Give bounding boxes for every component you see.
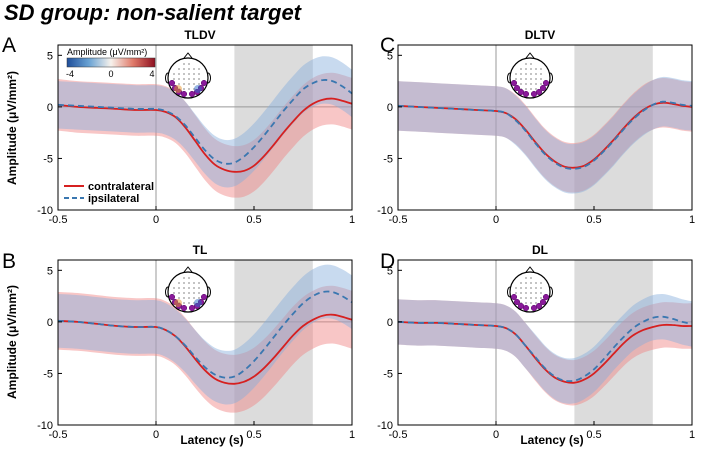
y-tick-label: 0 bbox=[47, 317, 53, 329]
panel-d: -0.5 0 0.5 1 -10 -5 0 5D DL bbox=[377, 243, 695, 441]
axes-frame bbox=[57, 44, 353, 211]
colorbar-tick-mid: 0 bbox=[108, 69, 113, 79]
panel-letter: B bbox=[2, 250, 16, 273]
panel-a: -0.5 0 0.5 1 -10 -5 0 5 A TLDV bbox=[2, 28, 355, 226]
panel-title: DLTV bbox=[525, 28, 555, 42]
topography-head-icon bbox=[165, 52, 211, 99]
x-axis-label-left: Latency (s) bbox=[180, 433, 243, 447]
analysis-window bbox=[574, 260, 653, 425]
axes-frame bbox=[57, 259, 353, 426]
x-axis-label-right: Latency (s) bbox=[520, 433, 583, 447]
colorbar: Amplitude (μV/mm²) -4 0 4 bbox=[66, 47, 156, 79]
y-tick-label: -10 bbox=[377, 205, 393, 217]
x-tick-label: 0 bbox=[153, 214, 159, 226]
y-tick-label: 5 bbox=[47, 50, 53, 62]
band-ipsilateral bbox=[398, 293, 692, 404]
topography-head-icon bbox=[507, 266, 553, 313]
band-contralateral bbox=[58, 72, 352, 198]
x-tick-label: -0.5 bbox=[49, 214, 68, 226]
panel-b: -0.5 0 0.5 1 -10 -5 0 5 B TL bbox=[2, 243, 355, 441]
y-tick-label: 5 bbox=[47, 265, 53, 277]
panel-title: DL bbox=[532, 243, 548, 257]
panel-c: -0.5 0 0.5 1 -10 -5 0 5C DLTV bbox=[377, 28, 695, 226]
y-tick-label: -5 bbox=[43, 368, 53, 380]
line-ipsilateral bbox=[397, 100, 693, 170]
band-contralateral bbox=[58, 285, 352, 413]
line-ipsilateral bbox=[397, 315, 693, 383]
band-ipsilateral bbox=[398, 76, 692, 194]
y-tick-label: 5 bbox=[387, 50, 393, 62]
y-tick-label: -5 bbox=[383, 368, 393, 380]
y-tick-label: -5 bbox=[383, 153, 393, 165]
figure-title: SD group: non-salient target bbox=[4, 0, 303, 25]
x-tick-label: 0 bbox=[493, 214, 499, 226]
topography-head-icon bbox=[507, 52, 553, 99]
y-tick-label: 5 bbox=[387, 265, 393, 277]
legend-contralateral-label: contralateral bbox=[88, 181, 154, 193]
x-tick-label: 0 bbox=[493, 429, 499, 441]
y-tick-label: -10 bbox=[37, 420, 53, 432]
x-tick-label: 0.5 bbox=[586, 214, 601, 226]
line-ipsilateral bbox=[57, 79, 353, 165]
y-tick-label: -5 bbox=[43, 153, 53, 165]
analysis-window bbox=[234, 45, 313, 210]
line-contralateral bbox=[57, 97, 353, 173]
x-tick-label: 1 bbox=[689, 214, 695, 226]
panel-title: TLDV bbox=[184, 28, 215, 42]
panel-letter: A bbox=[2, 34, 16, 57]
axes-frame bbox=[397, 259, 693, 426]
y-tick-label: -10 bbox=[37, 205, 53, 217]
panel-letter: D bbox=[380, 250, 395, 273]
line-ipsilateral bbox=[57, 290, 353, 379]
colorbar-label: Amplitude (μV/mm²) bbox=[67, 47, 147, 57]
band-contralateral bbox=[398, 299, 692, 406]
analysis-window bbox=[574, 45, 653, 210]
band-ipsilateral bbox=[58, 56, 352, 188]
panel-letter: C bbox=[380, 34, 395, 57]
colorbar-tick-min: -4 bbox=[66, 69, 74, 79]
x-tick-label: -0.5 bbox=[389, 214, 408, 226]
x-tick-label: 1 bbox=[349, 429, 355, 441]
legend-ipsilateral-label: ipsilateral bbox=[88, 193, 139, 205]
x-tick-label: 1 bbox=[689, 429, 695, 441]
x-tick-label: 0.5 bbox=[586, 429, 601, 441]
analysis-window bbox=[234, 260, 313, 425]
x-tick-label: 0 bbox=[153, 429, 159, 441]
axes-frame bbox=[397, 44, 693, 211]
x-tick-label: -0.5 bbox=[49, 429, 68, 441]
topography-head-icon bbox=[165, 266, 211, 313]
colorbar-gradient bbox=[66, 57, 156, 68]
x-tick-label: -0.5 bbox=[389, 429, 408, 441]
y-axis-label-top: Amplitude (μV/mm²) bbox=[5, 71, 19, 185]
x-tick-label: 0.5 bbox=[246, 214, 261, 226]
x-tick-label: 0.5 bbox=[246, 429, 261, 441]
y-axis-label-bottom: Amplitude (μV/mm²) bbox=[5, 285, 19, 399]
y-tick-label: 0 bbox=[47, 102, 53, 114]
y-tick-label: 0 bbox=[387, 317, 393, 329]
legend: contralateral ipsilateral bbox=[64, 181, 154, 205]
colorbar-tick-max: 4 bbox=[149, 69, 154, 79]
y-tick-label: 0 bbox=[387, 102, 393, 114]
x-tick-label: 1 bbox=[349, 214, 355, 226]
band-contralateral bbox=[398, 77, 692, 193]
y-tick-label: -10 bbox=[377, 420, 393, 432]
panel-title: TL bbox=[193, 243, 208, 257]
